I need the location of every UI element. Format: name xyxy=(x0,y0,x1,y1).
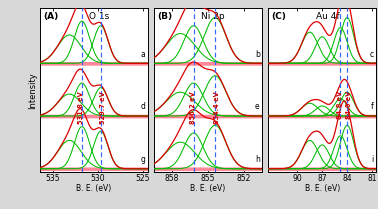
X-axis label: B. E. (eV): B. E. (eV) xyxy=(76,184,111,193)
Text: Ni 2p: Ni 2p xyxy=(201,12,225,21)
Text: 84.0 eV: 84.0 eV xyxy=(346,91,352,119)
Text: c: c xyxy=(370,50,374,59)
Text: Au 4f: Au 4f xyxy=(316,12,339,21)
Text: i: i xyxy=(372,155,374,164)
X-axis label: B. E. (eV): B. E. (eV) xyxy=(190,184,226,193)
Text: 84.8 eV: 84.8 eV xyxy=(336,91,342,119)
Text: b: b xyxy=(255,50,260,59)
Text: 854.4 eV: 854.4 eV xyxy=(214,91,220,124)
Text: a: a xyxy=(141,50,146,59)
Text: f: f xyxy=(371,102,374,111)
Text: (C): (C) xyxy=(271,12,287,21)
Text: (A): (A) xyxy=(43,12,58,21)
X-axis label: B. E. (eV): B. E. (eV) xyxy=(305,184,340,193)
Text: 856.2 eV: 856.2 eV xyxy=(190,91,196,124)
Text: 531.8 eV: 531.8 eV xyxy=(78,91,84,124)
Y-axis label: Intensity: Intensity xyxy=(28,72,37,109)
Text: d: d xyxy=(141,102,146,111)
Text: O 1s: O 1s xyxy=(89,12,109,21)
Text: 529.7 eV: 529.7 eV xyxy=(100,91,106,124)
Text: g: g xyxy=(141,155,146,164)
Text: e: e xyxy=(255,102,260,111)
Text: (B): (B) xyxy=(157,12,172,21)
Text: h: h xyxy=(255,155,260,164)
